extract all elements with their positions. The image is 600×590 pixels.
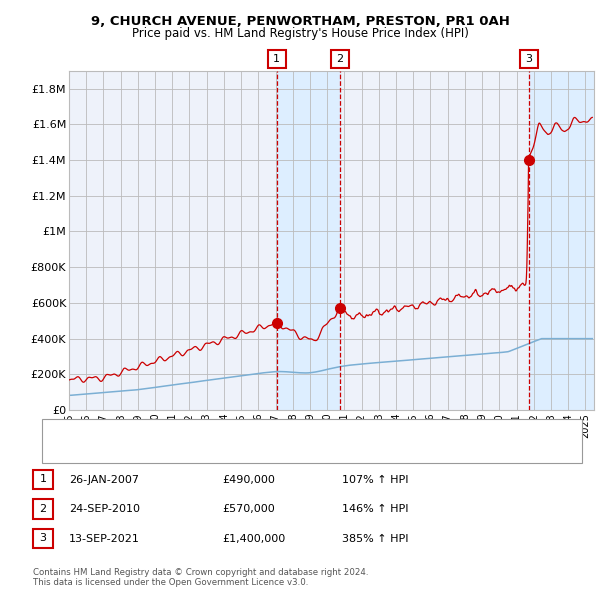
Text: 1: 1 <box>40 474 46 484</box>
Text: 385% ↑ HPI: 385% ↑ HPI <box>342 534 409 543</box>
Text: Price paid vs. HM Land Registry's House Price Index (HPI): Price paid vs. HM Land Registry's House … <box>131 27 469 40</box>
Text: 9, CHURCH AVENUE, PENWORTHAM, PRESTON, PR1 0AH: 9, CHURCH AVENUE, PENWORTHAM, PRESTON, P… <box>91 15 509 28</box>
Text: 3: 3 <box>40 533 46 543</box>
Text: £570,000: £570,000 <box>222 504 275 514</box>
Text: Contains HM Land Registry data © Crown copyright and database right 2024.: Contains HM Land Registry data © Crown c… <box>33 568 368 577</box>
Text: 13-SEP-2021: 13-SEP-2021 <box>69 534 140 543</box>
Text: 146% ↑ HPI: 146% ↑ HPI <box>342 504 409 514</box>
Text: £1,400,000: £1,400,000 <box>222 534 285 543</box>
Text: 26-JAN-2007: 26-JAN-2007 <box>69 475 139 484</box>
Text: This data is licensed under the Open Government Licence v3.0.: This data is licensed under the Open Gov… <box>33 578 308 587</box>
Text: 24-SEP-2010: 24-SEP-2010 <box>69 504 140 514</box>
Text: 1: 1 <box>273 54 280 64</box>
Text: 2: 2 <box>336 54 343 64</box>
Text: 2: 2 <box>40 504 46 514</box>
Bar <box>529 71 594 410</box>
Text: 107% ↑ HPI: 107% ↑ HPI <box>342 475 409 484</box>
Text: £490,000: £490,000 <box>222 475 275 484</box>
Text: 3: 3 <box>525 54 532 64</box>
Text: ——: —— <box>51 445 76 458</box>
Text: 9, CHURCH AVENUE, PENWORTHAM, PRESTON, PR1 0AH (detached house): 9, CHURCH AVENUE, PENWORTHAM, PRESTON, P… <box>77 427 441 436</box>
Text: HPI: Average price, detached house, South Ribble: HPI: Average price, detached house, Sout… <box>77 447 320 457</box>
Bar <box>277 71 340 410</box>
Text: ——: —— <box>51 425 76 438</box>
